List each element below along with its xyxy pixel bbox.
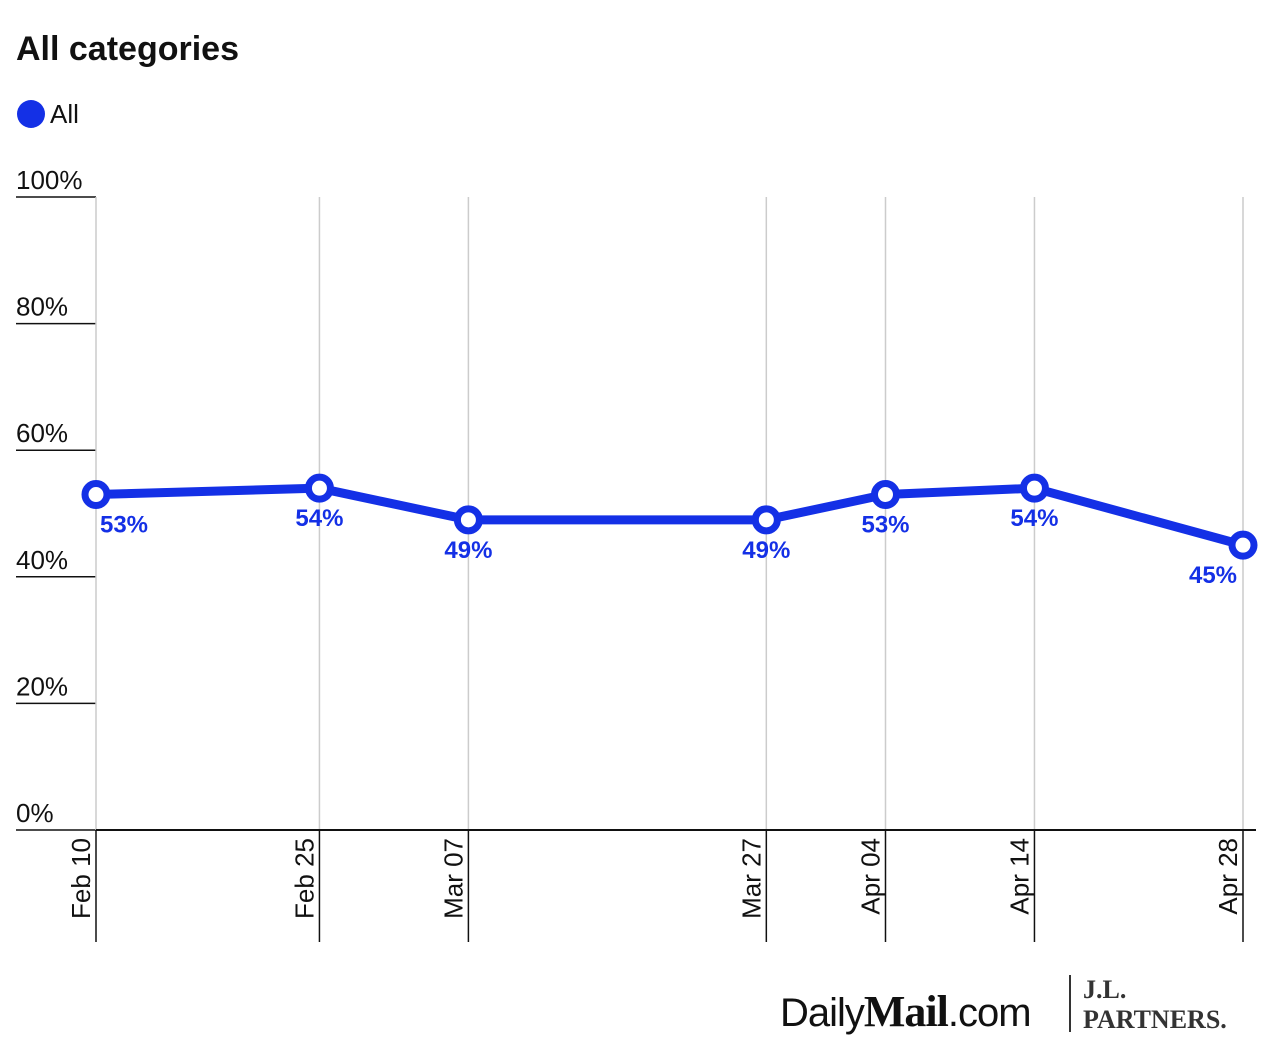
y-tick-label: 40% xyxy=(16,545,68,575)
partner-logo: PARTNERS. xyxy=(1083,1005,1227,1034)
y-tick-label: 60% xyxy=(16,418,68,448)
brand-logo: DailyMail.com xyxy=(780,987,1031,1036)
partner-logo: J.L. xyxy=(1083,975,1126,1004)
data-point xyxy=(453,505,483,535)
chart-title: All categories xyxy=(16,30,239,68)
data-point xyxy=(870,480,900,510)
data-label: 53% xyxy=(100,512,148,539)
legend-marker xyxy=(17,100,45,128)
y-tick-label: 20% xyxy=(16,671,68,701)
legend-label: All xyxy=(50,99,79,129)
brand-part: .com xyxy=(948,991,1031,1035)
x-tick-label: Mar 27 xyxy=(736,838,766,919)
data-label: 53% xyxy=(861,512,909,539)
data-point xyxy=(1228,530,1258,560)
x-tick-label: Apr 04 xyxy=(855,838,885,915)
data-point xyxy=(304,473,334,503)
data-label: 54% xyxy=(1010,505,1058,532)
y-tick-label: 0% xyxy=(16,798,54,828)
x-tick-label: Feb 25 xyxy=(289,838,319,919)
x-tick-label: Feb 10 xyxy=(66,838,96,919)
data-label: 45% xyxy=(1189,562,1237,589)
data-label: 54% xyxy=(295,505,343,532)
data-label: 49% xyxy=(742,537,790,564)
x-tick-label: Mar 07 xyxy=(438,838,468,919)
brand-part: Daily xyxy=(780,991,865,1035)
x-tick-label: Apr 14 xyxy=(1004,838,1034,915)
y-tick-label: 100% xyxy=(16,165,83,195)
y-tick-label: 80% xyxy=(16,292,68,322)
data-point xyxy=(1019,473,1049,503)
x-tick-label: Apr 28 xyxy=(1213,838,1243,915)
footer: DailyMail.com J.L. PARTNERS. xyxy=(780,975,1227,1036)
data-point xyxy=(81,480,111,510)
data-point xyxy=(751,505,781,535)
series-line xyxy=(95,483,1245,550)
data-label: 49% xyxy=(444,537,492,564)
brand-part: Mail xyxy=(864,987,949,1036)
